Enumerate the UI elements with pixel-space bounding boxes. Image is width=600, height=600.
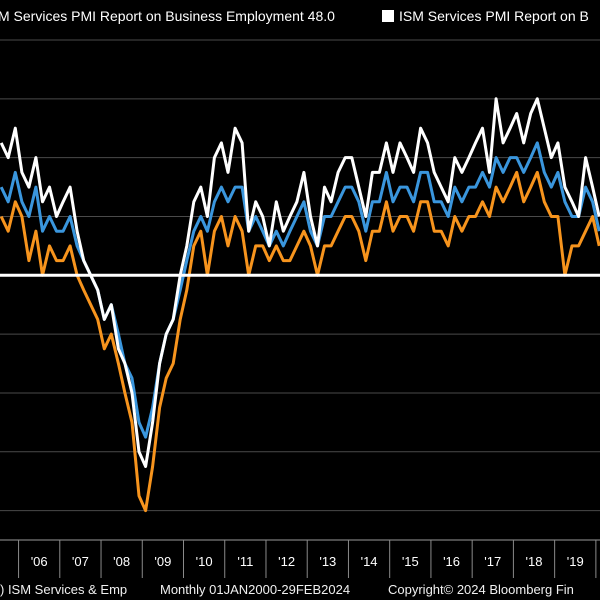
x-tick-label: '19 xyxy=(567,554,584,569)
x-tick-label: '10 xyxy=(196,554,213,569)
footer-date-range: Monthly 01JAN2000-29FEB2024 xyxy=(160,582,351,597)
x-tick-label: '15 xyxy=(402,554,419,569)
footer-source: ) ISM Services & Emp xyxy=(0,582,128,597)
x-tick-label: '12 xyxy=(278,554,295,569)
x-tick-label: '09 xyxy=(154,554,171,569)
legend-item-employment: M Services PMI Report on Business Employ… xyxy=(0,8,335,24)
line-chart: '06 '07 '08 '09 '10 '11 '12 '13 '14 '15 '16 '17 '18 '… xyxy=(0,39,600,578)
x-tick-label: '07 xyxy=(72,554,89,569)
x-tick-label: '08 xyxy=(113,554,130,569)
legend-item-composite: ISM Services PMI Report on B xyxy=(382,8,589,24)
legend-item-label: M Services PMI Report on Business Employ… xyxy=(0,8,335,24)
x-tick-label: '11 xyxy=(237,554,253,569)
x-tick-label: '17 xyxy=(484,554,501,569)
x-tick-label: '14 xyxy=(361,554,378,569)
x-tick-label: '16 xyxy=(443,554,460,569)
series-line xyxy=(0,97,600,468)
legend: M Services PMI Report on Business Employ… xyxy=(0,8,600,30)
legend-item-label: ISM Services PMI Report on B xyxy=(399,8,589,24)
x-tick-label: '18 xyxy=(526,554,543,569)
x-tick-label: '06 xyxy=(31,554,48,569)
footer-copyright: Copyright© 2024 Bloomberg Fin xyxy=(388,582,574,597)
series-line xyxy=(0,170,600,513)
x-tick-label: '13 xyxy=(319,554,336,569)
footer: ) ISM Services & Emp Monthly 01JAN2000-2… xyxy=(0,580,600,600)
legend-swatch-square-icon xyxy=(382,10,394,22)
